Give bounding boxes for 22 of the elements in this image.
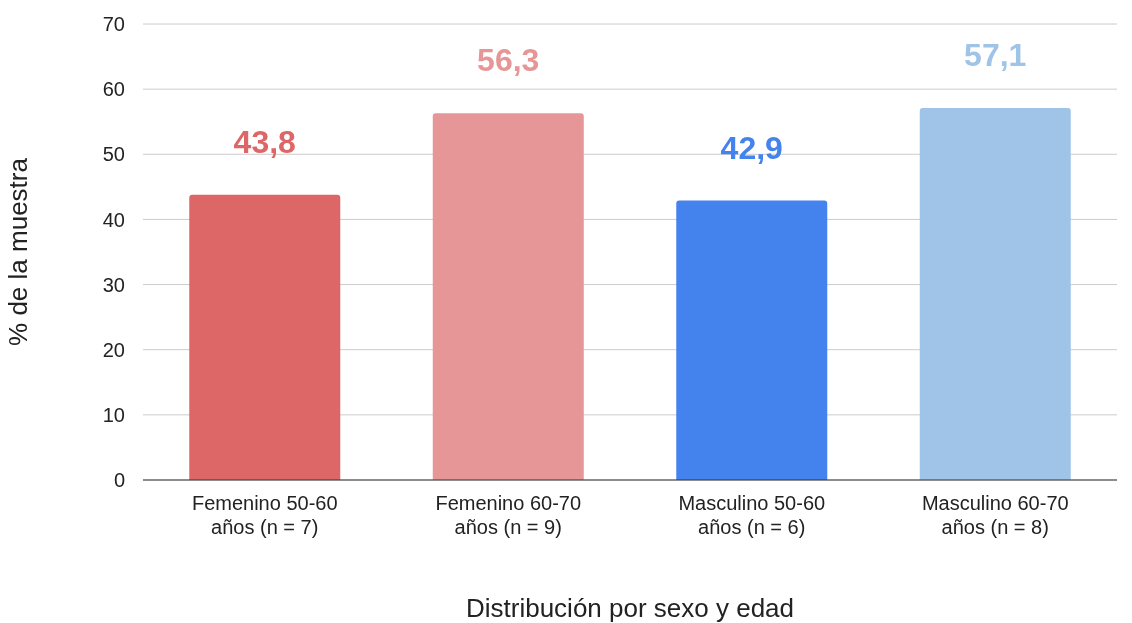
bar (919, 108, 1071, 480)
y-tick-label: 0 (113, 469, 125, 492)
data-label: 42,9 (720, 129, 783, 166)
bar (432, 113, 584, 480)
x-tick-label: Femenino 60-70 años (n = 9) (435, 492, 582, 538)
data-label: 57,1 (964, 37, 1027, 74)
x-tick-label: Masculino 60-70 años (n = 8) (921, 492, 1069, 538)
y-tick-label: 60 (102, 78, 125, 101)
y-tick-label: 50 (102, 143, 125, 166)
y-tick-label: 20 (102, 338, 125, 361)
y-tick-label: 40 (102, 208, 125, 231)
x-tick-label: Femenino 50-60 años (n = 7) (191, 492, 338, 538)
y-axis-title: % de la muestra (3, 157, 34, 346)
data-label: 43,8 (233, 123, 296, 160)
bar (189, 194, 341, 480)
y-tick-label: 10 (102, 403, 125, 426)
x-tick-label: Masculino 50-60 años (n = 6) (678, 492, 826, 538)
data-label: 56,3 (477, 42, 540, 79)
y-tick-label: 70 (102, 13, 125, 36)
y-tick-label: 30 (102, 273, 125, 296)
bar (676, 200, 828, 480)
x-axis-title: Distribución por sexo y edad (465, 593, 795, 623)
